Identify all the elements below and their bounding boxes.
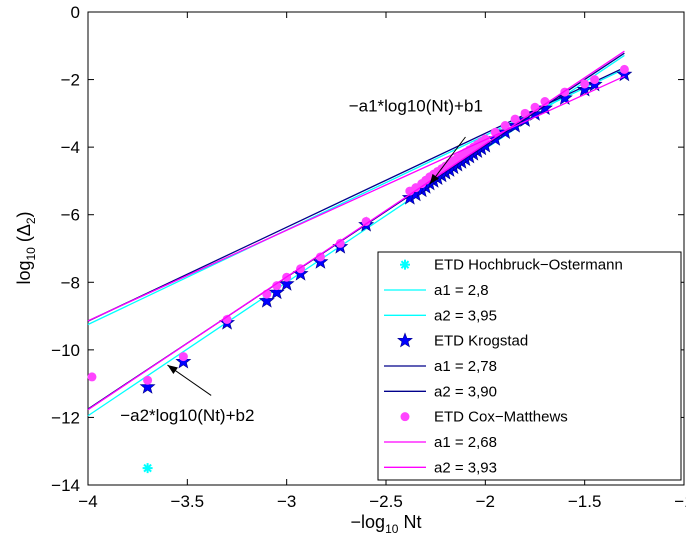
y-tick-label: −2 [61,71,80,90]
fit-line [87,50,625,411]
legend-label: ETD Krogstad [434,333,528,350]
y-axis-label-tail: (Δ [14,224,34,247]
data-point [580,79,590,89]
legend-entry: a1 = 2,68 [384,434,497,451]
legend-label: a1 = 2,68 [434,434,497,451]
y-tick-label: −12 [51,408,80,427]
x-axis-label-tail: Nt [398,512,421,532]
fit-line [87,75,625,322]
y-axis-label-sub: 10 [24,247,38,261]
legend-entry: ETD Krogstad [397,332,528,350]
legend-label: ETD Hochbruck−Ostermann [434,257,623,274]
annotation-arrowhead [167,365,178,375]
legend-entry: a2 = 3,90 [384,383,497,400]
data-point [361,216,371,226]
x-tick-label: −2.5 [369,492,403,511]
x-tick-label: −2 [476,492,495,511]
legend-entry: a1 = 2,8 [384,282,489,299]
y-tick-label: −6 [61,206,80,225]
legend: ETD Hochbruck−Ostermann a1 = 2,8 a2 = 3,95… [377,251,682,481]
legend-label: a1 = 2,78 [434,358,497,375]
y-tick-label: −8 [61,273,80,292]
x-tick-label: −3 [277,492,296,511]
x-axis-label-sub: 10 [385,522,399,535]
legend-entry: ETD Hochbruck−Ostermann [400,257,623,274]
data-point [536,99,553,116]
y-tick-label: 0 [71,3,80,22]
data-point [142,463,153,474]
data-point [619,64,629,74]
legend-swatch [400,259,410,270]
annotation-arrowhead [429,173,439,185]
data-point [520,108,530,118]
series-8 [87,50,625,411]
x-tick-label: −4 [78,492,97,511]
series-7 [87,75,625,322]
annotation-text: −a2*log10(Nt)+b2 [120,406,254,425]
data-point [87,372,97,382]
legend-swatch [397,332,413,348]
annotation-text: −a1*log10(Nt)+b1 [349,97,483,116]
x-axis-label-main: −log [351,512,386,532]
data-point [143,375,153,385]
x-tick-label: −1 [674,492,686,511]
series-0 [142,463,153,474]
x-axis-label: −log10 Nt [351,512,422,535]
legend-entry: a2 = 3,93 [384,459,497,476]
data-point [540,97,550,107]
data-point [576,81,593,97]
legend-entry: a1 = 2,78 [384,358,497,375]
annotation-layer: −a1*log10(Nt)+b1 −a2*log10(Nt)+b2 [120,97,483,425]
legend-label: a1 = 2,8 [434,282,489,299]
legend-label: a2 = 3,90 [434,383,497,400]
data-point [262,289,272,299]
y-tick-label: −10 [51,341,80,360]
x-tick-label: −3.5 [171,492,205,511]
legend-label: ETD Cox−Matthews [434,409,568,426]
legend-label: a2 = 3,95 [434,307,497,324]
annotation-1: −a2*log10(Nt)+b2 [120,364,254,425]
annotation-0: −a1*log10(Nt)+b1 [349,97,483,185]
legend-label: a2 = 3,93 [434,459,497,476]
y-tick-label: −4 [61,138,80,157]
data-point [178,352,188,362]
y-axis-label-end: ) [14,211,34,217]
data-point [315,252,325,262]
tick-layer: −4 −3.5 −3 −2.5 −2 −1.5 −1 −14 −12 −10 −8 −6 −4 −2 0 [51,3,686,511]
data-point [500,121,510,131]
data-point [335,238,345,248]
legend-box [377,251,682,481]
series-layer [87,50,633,474]
data-point [222,314,232,324]
data-point [590,75,600,85]
y-axis-label-main: log [14,261,34,285]
data-point [510,114,520,124]
data-point [278,275,295,291]
data-point [272,281,282,291]
y-axis-label-sub2: 2 [24,217,38,224]
legend-swatch [400,412,410,422]
x-tick-label: −1.5 [568,492,602,511]
legend-entry: a2 = 3,95 [384,307,497,324]
legend-entry: ETD Cox−Matthews [400,409,568,426]
y-axis-label: log10 (Δ2) [14,211,38,284]
data-point [139,378,156,394]
y-tick-label: −14 [51,476,80,495]
